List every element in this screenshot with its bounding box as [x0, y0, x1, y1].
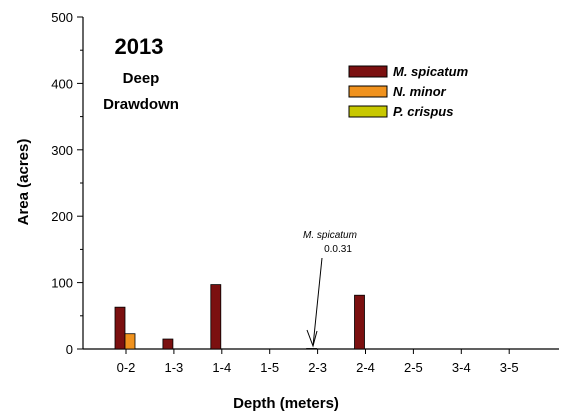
legend: M. spicatum N. minor P. crispus — [348, 64, 469, 119]
annotation-arrow-head — [306, 329, 318, 348]
legend-swatch-n-minor — [348, 85, 388, 98]
bar — [210, 284, 222, 350]
bar — [124, 333, 136, 350]
y-tick-label: 400 — [51, 76, 73, 91]
legend-label-p-crispus: P. crispus — [393, 104, 453, 119]
x-tick-label: 2-3 — [308, 360, 327, 375]
legend-swatch-p-crispus — [348, 105, 388, 118]
annotation: M. spicatum 0.0.31 — [303, 230, 357, 348]
annotation-line-2: 0.0.31 — [324, 244, 352, 255]
y-axis-title: Area (acres) — [15, 139, 32, 226]
annotation-line-1: M. spicatum — [303, 230, 357, 241]
x-tick-label: 1-5 — [260, 360, 279, 375]
chart-subtitle-line-1: Deep — [123, 70, 160, 87]
x-tick-label: 2-4 — [356, 360, 375, 375]
y-tick-label: 0 — [66, 342, 73, 357]
x-tick-label: 3-5 — [500, 360, 519, 375]
x-tick-label: 0-2 — [117, 360, 136, 375]
annotation-arrow-line — [312, 257, 323, 347]
bar — [162, 338, 174, 350]
x-tick-label: 1-4 — [212, 360, 231, 375]
y-tick-label: 500 — [51, 10, 73, 25]
bar — [114, 306, 126, 350]
x-axis-title: Depth (meters) — [233, 395, 339, 412]
legend-label-n-minor: N. minor — [393, 84, 447, 99]
y-tick-label: 200 — [51, 209, 73, 224]
chart-title: 2013 — [115, 34, 164, 59]
x-tick-label: 3-4 — [452, 360, 471, 375]
x-tick-label: 2-5 — [404, 360, 423, 375]
y-tick-label: 300 — [51, 143, 73, 158]
plot-area: 0 100 200 300 400 500 0-2 1-3 1-4 1-5 2-3 2-4 2-5 3-4… — [51, 10, 559, 375]
chart-subtitle-line-2: Drawdown — [103, 96, 179, 113]
y-tick-label: 100 — [51, 276, 73, 291]
legend-label-m-spicatum: M. spicatum — [393, 64, 469, 79]
bar — [354, 294, 365, 350]
x-tick-label: 1-3 — [165, 360, 184, 375]
bar — [306, 348, 318, 350]
legend-swatch-m-spicatum — [348, 65, 388, 78]
